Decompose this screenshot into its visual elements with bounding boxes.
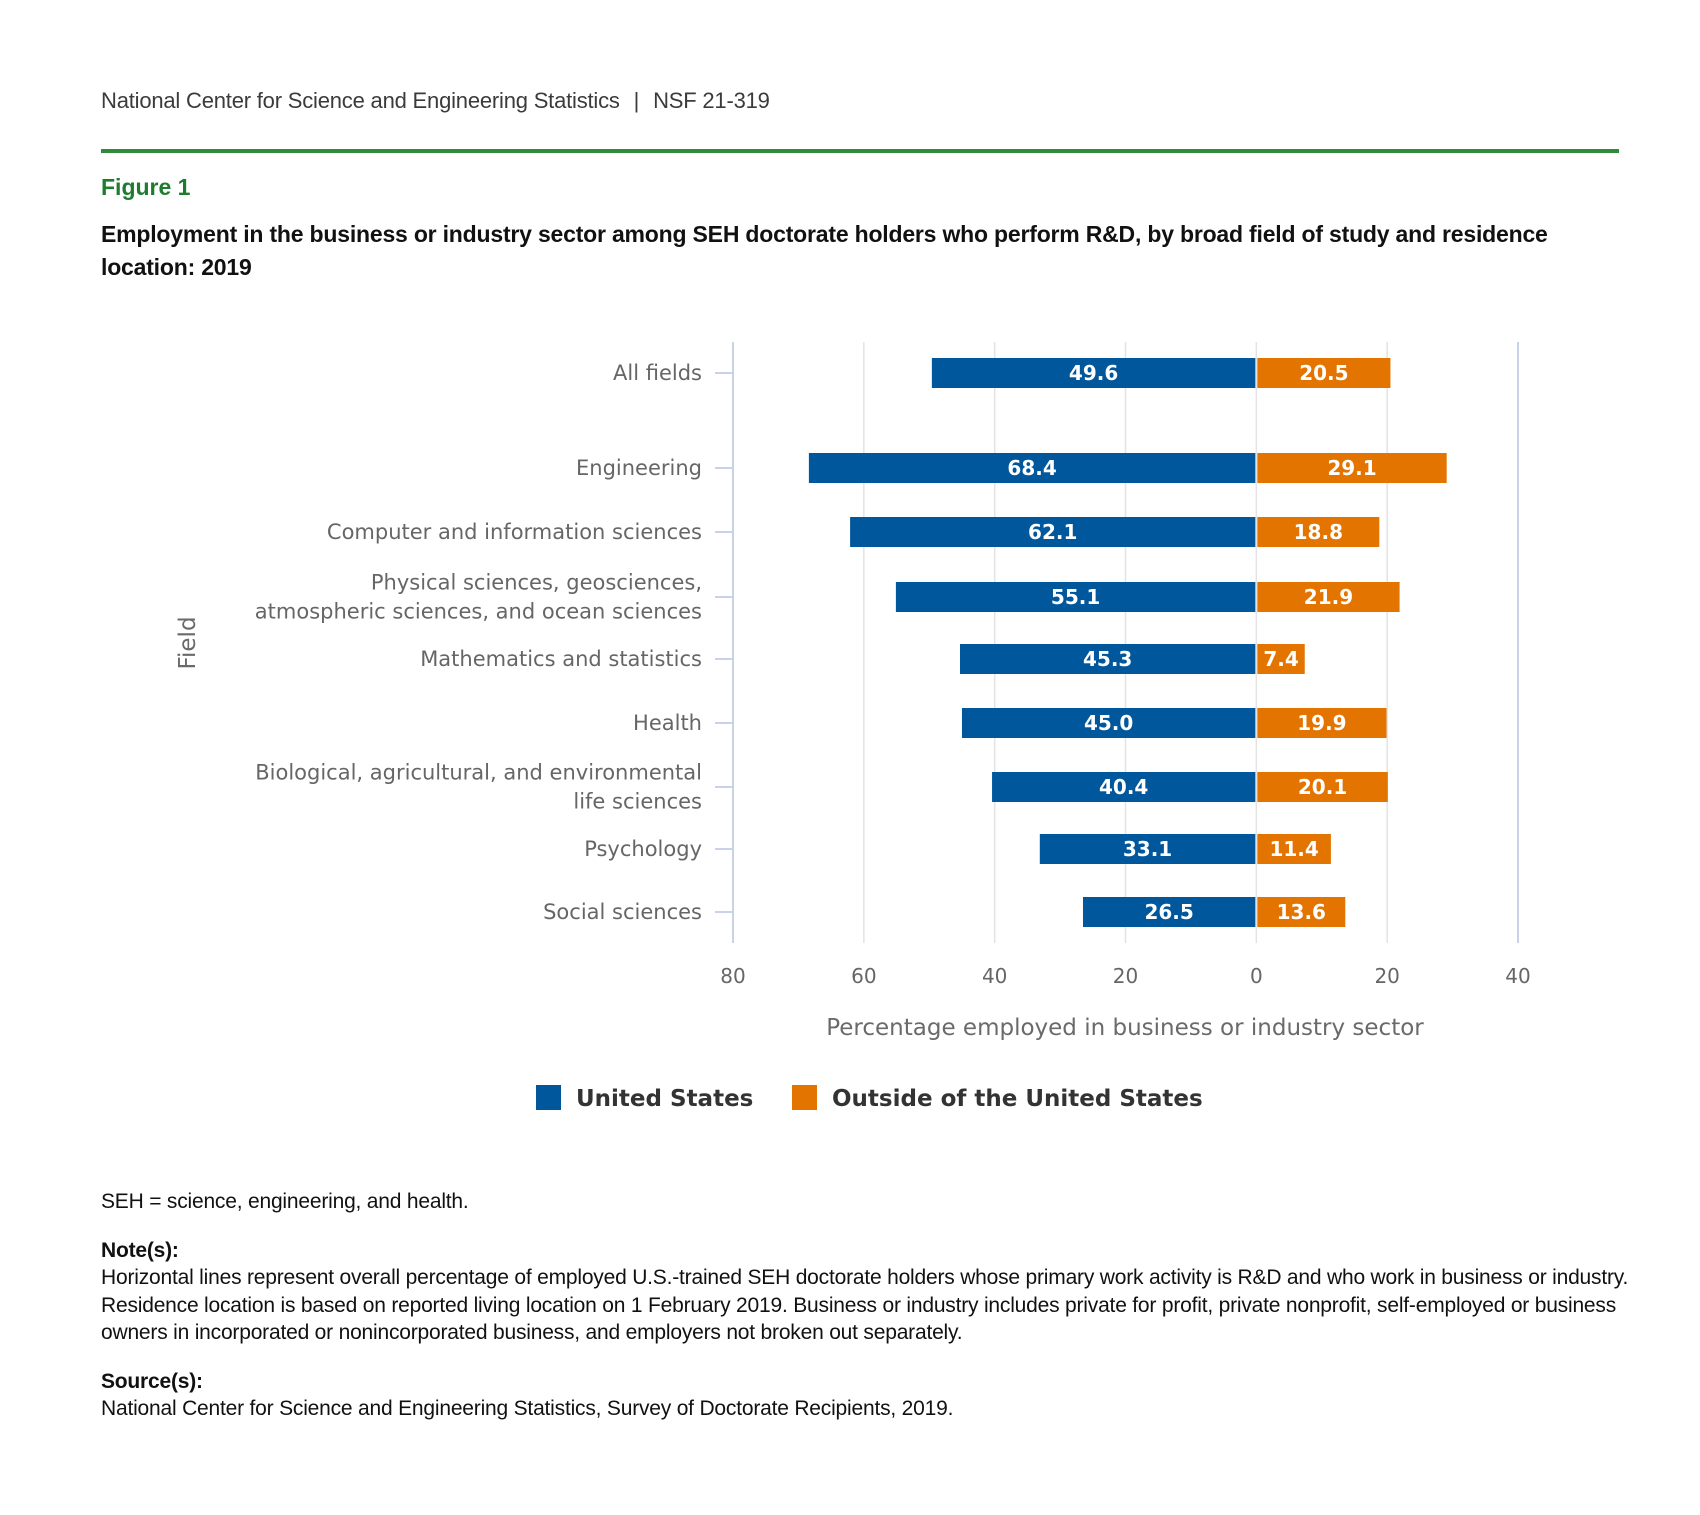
- category-label: Biological, agricultural, and environmen…: [255, 761, 702, 814]
- report-id: NSF 21-319: [653, 88, 770, 113]
- report-header: National Center for Science and Engineer…: [101, 88, 770, 114]
- bar-us: [961, 708, 1256, 738]
- value-label-outside: 21.9: [1304, 585, 1353, 609]
- x-axis-title: Percentage employed in business or indus…: [826, 1015, 1424, 1041]
- category-label-line: Physical sciences, geosciences,: [371, 571, 702, 595]
- bar-outside: [1257, 897, 1346, 927]
- value-label-us: 45.0: [1084, 711, 1133, 735]
- value-label-us: 45.3: [1083, 647, 1132, 671]
- x-tick-label: 40: [1505, 964, 1530, 988]
- category-label: Engineering: [576, 456, 702, 480]
- org-name: National Center for Science and Engineer…: [101, 88, 620, 113]
- legend-swatch-outside: [792, 1085, 817, 1110]
- bar-us: [931, 358, 1256, 388]
- category-labels: All fields Engineering Computer and inform…: [255, 361, 702, 924]
- legend-label-outside: Outside of the United States: [832, 1086, 1203, 1112]
- bar-us: [992, 772, 1256, 802]
- category-label: Computer and information sciences: [327, 520, 702, 544]
- category-label-line: life sciences: [573, 790, 702, 814]
- bar-outside: [1257, 834, 1331, 864]
- x-tick-label: 20: [1113, 964, 1138, 988]
- value-label-us: 62.1: [1028, 520, 1077, 544]
- x-tick-labels: 80 60 40 20 0 20 40: [720, 964, 1530, 988]
- figure-title: Employment in the business or industry s…: [101, 221, 1548, 280]
- bar-us: [1082, 897, 1256, 927]
- bar-outside: [1257, 453, 1447, 483]
- notes-heading: Note(s):: [101, 1237, 1661, 1265]
- legend-swatch-us: [536, 1085, 561, 1110]
- header-separator: |: [633, 88, 640, 113]
- value-label-us: 49.6: [1069, 361, 1118, 385]
- bar-us: [895, 582, 1256, 612]
- abbrev-note: SEH = science, engineering, and health.: [101, 1190, 469, 1213]
- category-label-line: Engineering: [576, 456, 702, 480]
- value-label-outside: 18.8: [1294, 520, 1343, 544]
- y-axis-title: Field: [175, 616, 201, 669]
- category-label-line: All fields: [613, 361, 702, 385]
- header-divider: [101, 149, 1619, 153]
- bar-us: [959, 644, 1256, 674]
- chart: 49.6 68.4 62.1 55.1 45.3 45.0 40.4 33.1 26.5 20.5…: [175, 342, 1531, 1112]
- category-label: All fields: [613, 361, 702, 385]
- value-label-us: 40.4: [1099, 775, 1148, 799]
- x-tick-label: 40: [982, 964, 1007, 988]
- legend: United States Outside of the United State…: [536, 1085, 1203, 1112]
- notes-heading-text: Note(s):: [101, 1239, 179, 1262]
- gridlines: [863, 342, 1519, 943]
- value-label-us: 33.1: [1123, 837, 1172, 861]
- category-label-line: Psychology: [584, 837, 702, 861]
- category-label-line: Health: [633, 711, 702, 735]
- category-label-line: atmospheric sciences, and ocean sciences: [255, 600, 702, 624]
- category-label: Psychology: [584, 837, 702, 861]
- bar-outside: [1257, 772, 1388, 802]
- category-label-line: Social sciences: [543, 900, 702, 924]
- x-tick-label: 80: [720, 964, 745, 988]
- x-tick-label: 60: [851, 964, 876, 988]
- category-label-line: Computer and information sciences: [327, 520, 702, 544]
- value-label-us: 55.1: [1051, 585, 1100, 609]
- x-tick-label: 20: [1374, 964, 1399, 988]
- figure-label: Figure 1: [101, 174, 191, 200]
- source-text: National Center for Science and Engineer…: [101, 1397, 954, 1420]
- value-label-outside: 7.4: [1263, 647, 1298, 671]
- category-label-line: Mathematics and statistics: [420, 647, 702, 671]
- category-label: Physical sciences, geosciences, atmospher…: [255, 571, 702, 624]
- bars: 49.6 68.4 62.1 55.1 45.3 45.0 40.4 33.1 26.5 20.5…: [808, 358, 1447, 927]
- category-label-line: Biological, agricultural, and environmen…: [255, 761, 702, 785]
- value-label-outside: 19.9: [1297, 711, 1346, 735]
- category-label: Social sciences: [543, 900, 702, 924]
- bar-us: [1039, 834, 1256, 864]
- value-label-outside: 20.1: [1298, 775, 1347, 799]
- value-label-us: 26.5: [1144, 900, 1193, 924]
- value-label-outside: 13.6: [1277, 900, 1326, 924]
- bar-outside: [1257, 517, 1380, 547]
- legend-label-us: United States: [576, 1086, 753, 1112]
- bar-outside: [1257, 708, 1387, 738]
- y-axis: [715, 342, 734, 943]
- value-label-us: 68.4: [1007, 456, 1056, 480]
- category-label: Health: [633, 711, 702, 735]
- bar-us: [850, 517, 1256, 547]
- bar-us: [808, 453, 1256, 483]
- x-tick-label: 0: [1250, 964, 1263, 988]
- bar-outside: [1257, 582, 1400, 612]
- bar-outside: [1257, 644, 1305, 674]
- value-label-outside: 11.4: [1269, 837, 1318, 861]
- notes-text: Horizontal lines represent overall perce…: [101, 1266, 1629, 1344]
- source-heading: Source(s):: [101, 1368, 1661, 1396]
- value-label-outside: 20.5: [1299, 361, 1348, 385]
- bar-outside: [1257, 358, 1391, 388]
- source-heading-text: Source(s):: [101, 1370, 203, 1393]
- category-label: Mathematics and statistics: [420, 647, 702, 671]
- value-label-outside: 29.1: [1327, 456, 1376, 480]
